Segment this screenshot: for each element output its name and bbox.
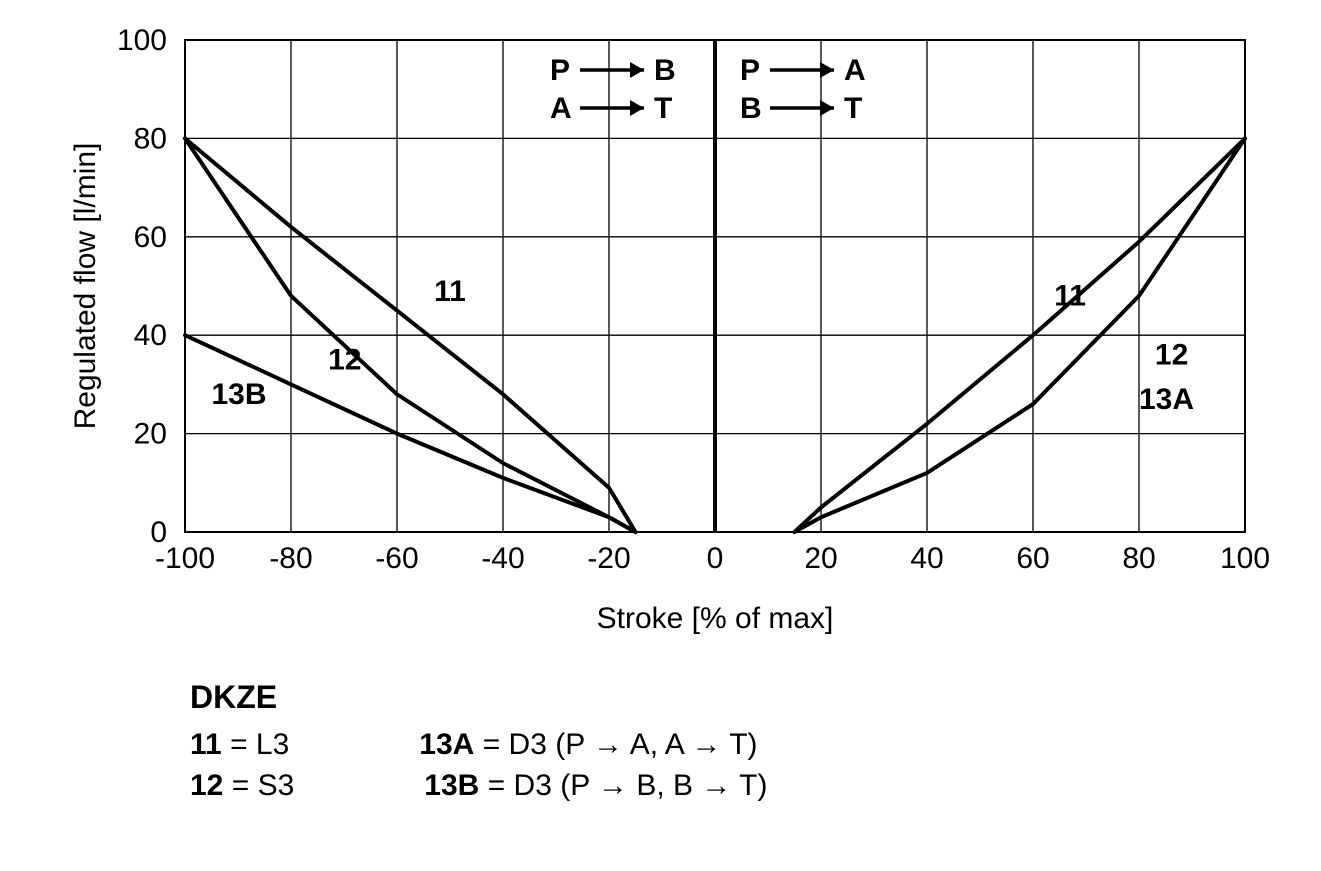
svg-text:12: 12 bbox=[1155, 339, 1188, 372]
legend-val: = D3 (P → A, A → T) bbox=[483, 728, 758, 761]
svg-text:T: T bbox=[654, 92, 672, 125]
legend-val: = D3 (P → B, B → T) bbox=[488, 769, 768, 802]
legend-item-11: 11 = L3 bbox=[190, 725, 289, 766]
legend-key: 13A bbox=[419, 728, 474, 761]
svg-text:80: 80 bbox=[134, 122, 167, 155]
page: -100-80-60-40-20020406080100020406080100… bbox=[0, 0, 1321, 871]
svg-text:11: 11 bbox=[1054, 280, 1086, 313]
legend-key: 13B bbox=[424, 769, 479, 802]
svg-text:-20: -20 bbox=[587, 542, 630, 575]
svg-text:20: 20 bbox=[134, 418, 167, 451]
svg-text:0: 0 bbox=[707, 542, 724, 575]
svg-text:13A: 13A bbox=[1139, 383, 1194, 416]
svg-text:60: 60 bbox=[134, 221, 167, 254]
svg-text:11: 11 bbox=[434, 275, 466, 308]
svg-text:-40: -40 bbox=[481, 542, 524, 575]
legend-key: 12 bbox=[190, 769, 223, 802]
svg-text:T: T bbox=[844, 92, 862, 125]
svg-text:40: 40 bbox=[910, 542, 943, 575]
legend-item-12: 12 = S3 bbox=[190, 766, 294, 807]
svg-text:Stroke [% of max]: Stroke [% of max] bbox=[597, 602, 834, 635]
svg-text:60: 60 bbox=[1016, 542, 1049, 575]
legend-title: DKZE bbox=[190, 676, 767, 719]
svg-text:-80: -80 bbox=[269, 542, 312, 575]
svg-text:0: 0 bbox=[150, 516, 167, 549]
legend-row-2: 12 = S3 13B = D3 (P → B, B → T) bbox=[190, 766, 767, 807]
svg-text:20: 20 bbox=[804, 542, 837, 575]
svg-text:40: 40 bbox=[134, 319, 167, 352]
legend-val: = L3 bbox=[230, 728, 289, 761]
legend-row-1: 11 = L3 13A = D3 (P → A, A → T) bbox=[190, 725, 767, 766]
svg-text:P: P bbox=[550, 54, 570, 87]
legend-item-13a: 13A = D3 (P → A, A → T) bbox=[419, 725, 757, 766]
flow-stroke-chart: -100-80-60-40-20020406080100020406080100… bbox=[50, 10, 1270, 660]
legend-item-13b: 13B = D3 (P → B, B → T) bbox=[424, 766, 767, 807]
legend-val: = S3 bbox=[232, 769, 295, 802]
svg-text:100: 100 bbox=[1220, 542, 1270, 575]
legend-key: 11 bbox=[190, 728, 222, 761]
svg-text:A: A bbox=[550, 92, 572, 125]
svg-text:80: 80 bbox=[1122, 542, 1155, 575]
svg-text:-60: -60 bbox=[375, 542, 418, 575]
svg-text:Regulated flow [l/min]: Regulated flow [l/min] bbox=[69, 143, 102, 430]
svg-text:100: 100 bbox=[117, 24, 167, 57]
svg-text:B: B bbox=[740, 92, 762, 125]
svg-text:13B: 13B bbox=[212, 378, 267, 411]
svg-text:B: B bbox=[654, 54, 676, 87]
svg-text:P: P bbox=[740, 54, 760, 87]
svg-text:12: 12 bbox=[328, 344, 361, 377]
legend-block: DKZE 11 = L3 13A = D3 (P → A, A → T) 12 … bbox=[190, 676, 767, 806]
chart-container: -100-80-60-40-20020406080100020406080100… bbox=[50, 10, 1270, 665]
svg-text:A: A bbox=[844, 54, 866, 87]
